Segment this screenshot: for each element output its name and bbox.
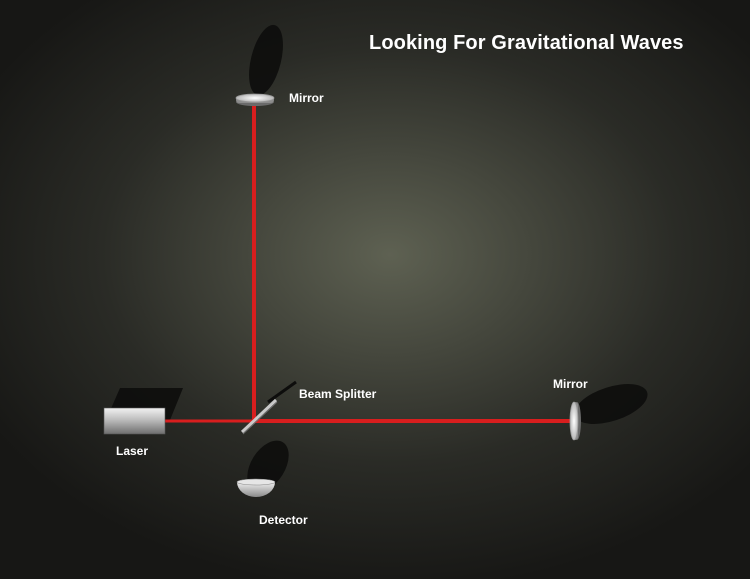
top-mirror-label: Mirror xyxy=(289,91,324,105)
beam-splitter xyxy=(240,398,278,434)
right-mirror xyxy=(569,401,581,441)
detector-label: Detector xyxy=(259,513,308,527)
beam-splitter-label: Beam Splitter xyxy=(299,387,377,401)
right-mirror-shadow xyxy=(574,384,648,424)
right-mirror-label: Mirror xyxy=(553,377,588,391)
top-mirror-shadow xyxy=(249,24,283,96)
beam-splitter-edge xyxy=(242,401,278,435)
detector-device xyxy=(236,478,276,497)
beam-splitter-shadow xyxy=(267,380,297,404)
top-mirror xyxy=(235,93,275,106)
laser-label: Laser xyxy=(116,444,149,458)
detector-shadow xyxy=(247,440,289,492)
laser-device xyxy=(103,407,166,435)
diagram-title: Looking For Gravitational Waves xyxy=(369,32,684,54)
